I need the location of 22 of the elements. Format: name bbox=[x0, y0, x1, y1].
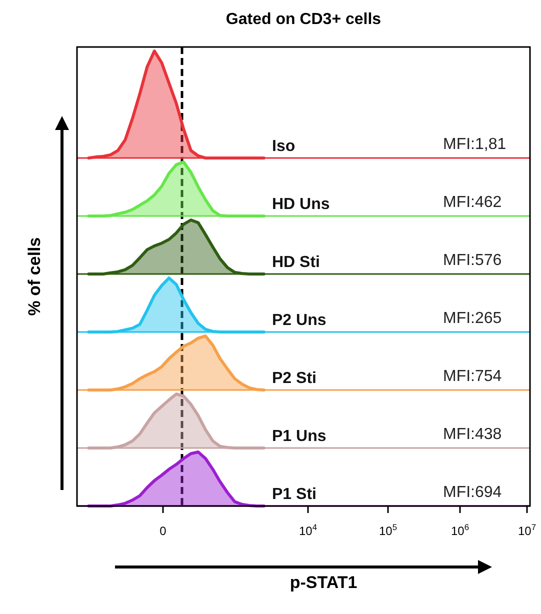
text: MFI:438 bbox=[443, 426, 502, 443]
text: MFI:576 bbox=[443, 252, 502, 269]
series-label: HD Uns bbox=[272, 196, 330, 213]
text: MFI:694 bbox=[443, 484, 502, 501]
text: 10$^{7}$ bbox=[518, 522, 536, 538]
text: MFI:462 bbox=[443, 194, 502, 211]
text: 10$^{5}$ bbox=[378, 522, 398, 538]
series-label: P2 Sti bbox=[272, 370, 316, 387]
series-label: P2 Uns bbox=[272, 312, 326, 329]
text: 10$^{4}$ bbox=[298, 522, 318, 538]
text: 10$^{6}$ bbox=[450, 522, 470, 538]
series-label: P1 Sti bbox=[272, 486, 316, 503]
text: Gated on CD3+ cells bbox=[226, 11, 382, 28]
text: MFI:265 bbox=[443, 310, 502, 327]
y-axis-title: % of cells bbox=[25, 237, 44, 316]
text: 0 bbox=[160, 524, 167, 538]
x-axis-title: p-STAT1 bbox=[290, 573, 358, 592]
series-label: HD Sti bbox=[272, 254, 320, 271]
text: MFI:1,81 bbox=[443, 136, 506, 153]
text: MFI:754 bbox=[443, 368, 502, 385]
series-label: Iso bbox=[272, 138, 296, 155]
series-label: P1 Uns bbox=[272, 428, 326, 445]
